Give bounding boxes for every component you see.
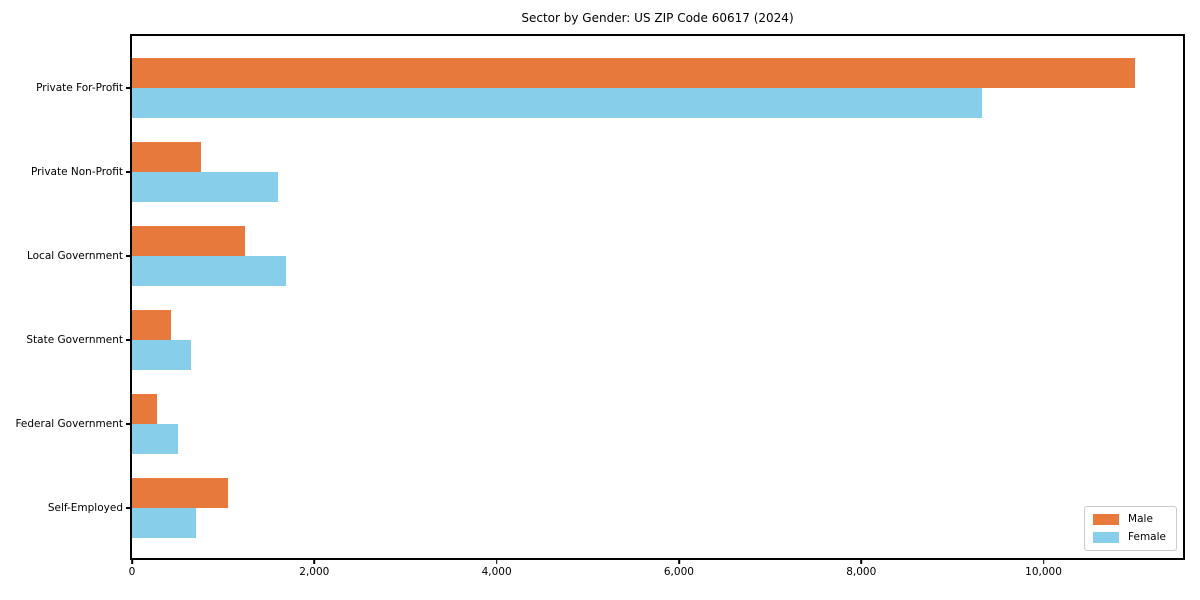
bar-female-private-for-profit [132,88,983,118]
ytick-mark-local-government [126,255,132,257]
legend-swatch-male [1093,514,1120,525]
legend-swatch-female [1093,532,1120,543]
xtick-label-10-000: 10,000 [1025,566,1062,578]
bar-female-state-government [132,340,192,370]
ytick-mark-self-employed [126,507,132,509]
ytick-label-private-non-profit: Private Non-Profit [30,166,123,178]
xtick-label-8-000: 8,000 [846,566,877,578]
plot-area: Private For-Profit Private Non-Profit Loca… [15,34,1185,578]
xtick-mark-6-000 [678,558,680,564]
bar-female-self-employed [132,508,196,538]
xtick-mark-4-000 [495,558,498,564]
bar-male-federal-government [132,394,157,424]
ytick-label-self-employed: Self-Employed [47,502,123,514]
legend: Male Female [1084,506,1177,551]
xtick-label-6-000: 6,000 [663,566,694,578]
ytick-mark-state-government [126,339,132,341]
bar-male-private-for-profit [132,58,1135,88]
ytick-label-private-for-profit: Private For-Profit [36,82,123,94]
ytick-mark-federal-government [126,423,132,425]
xtick-mark-2-000 [313,558,316,564]
xtick-mark-10-000 [1042,558,1045,564]
bar-male-self-employed [132,478,228,508]
legend-label-female: Female [1128,531,1166,543]
xtick-mark-0 [131,558,133,564]
bar-female-federal-government [132,424,178,454]
xtick-label-4-000: 4,000 [481,566,512,578]
legend-item-female: Female [1093,532,1166,543]
ytick-label-local-government: Local Government [26,250,123,262]
legend-item-male: Male [1093,514,1166,525]
chart-title: Sector by Gender: US ZIP Code 60617 (202… [521,11,794,25]
ytick-label-state-government: State Government [26,334,123,346]
ytick-label-federal-government: Federal Government [15,418,123,430]
ytick-mark-private-non-profit [126,171,132,173]
bar-female-private-non-profit [132,172,278,202]
bar-male-private-non-profit [132,142,202,172]
bar-male-state-government [132,310,172,340]
xtick-label-0: 0 [128,566,136,578]
xtick-mark-8-000 [860,558,863,564]
legend-label-male: Male [1128,513,1153,525]
bar-female-local-government [132,256,287,286]
bar-male-local-government [132,226,246,256]
ytick-mark-private-for-profit [126,87,132,89]
xtick-label-2-000: 2,000 [299,566,330,578]
